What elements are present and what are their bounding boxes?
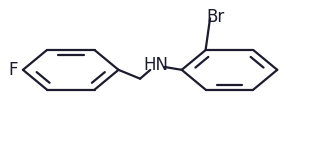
Text: Br: Br — [207, 8, 225, 26]
Text: F: F — [9, 61, 18, 79]
Text: HN: HN — [143, 56, 168, 74]
